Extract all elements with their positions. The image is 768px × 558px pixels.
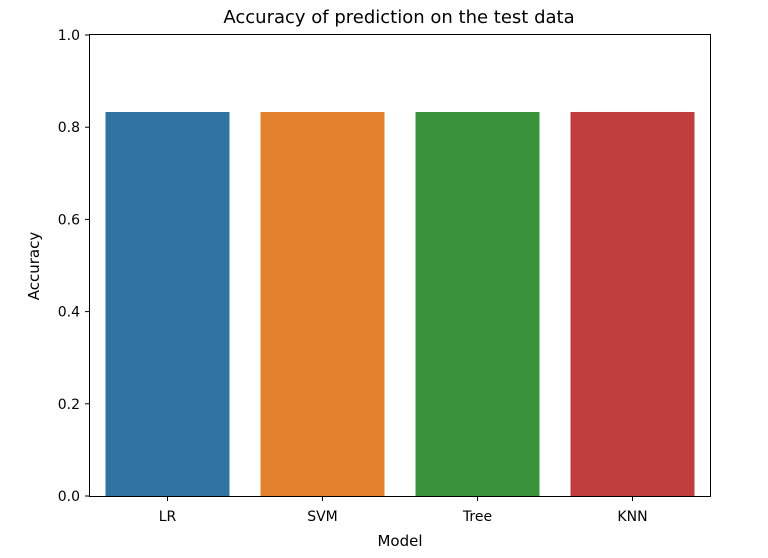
y-tick-label: 0.6 <box>58 212 80 228</box>
y-tick-label: 0.2 <box>58 397 80 413</box>
y-tick-label: 0.4 <box>58 305 80 321</box>
y-tick-label: 1.0 <box>58 28 80 44</box>
bars-group <box>105 111 695 497</box>
chart-title: Accuracy of prediction on the test data <box>223 7 574 28</box>
x-axis-label: Model <box>377 532 422 550</box>
y-tick-label: 0.8 <box>58 120 80 136</box>
plot-frame <box>89 34 711 497</box>
y-axis-label: Accuracy <box>25 232 43 301</box>
x-axis-ticks: LR SVM Tree KNN <box>159 496 648 525</box>
x-tick-label: KNN <box>617 509 647 525</box>
bar-knn <box>570 111 695 497</box>
bar-lr <box>105 111 230 497</box>
x-tick-label: Tree <box>462 509 492 525</box>
x-tick-label: SVM <box>307 509 338 525</box>
bar-tree <box>415 111 540 497</box>
y-axis-ticks: 0.0 0.2 0.4 0.6 0.8 1.0 <box>58 28 90 505</box>
y-tick-label: 0.0 <box>58 489 80 505</box>
x-tick-label: LR <box>159 509 177 525</box>
bar-svm <box>260 111 385 497</box>
